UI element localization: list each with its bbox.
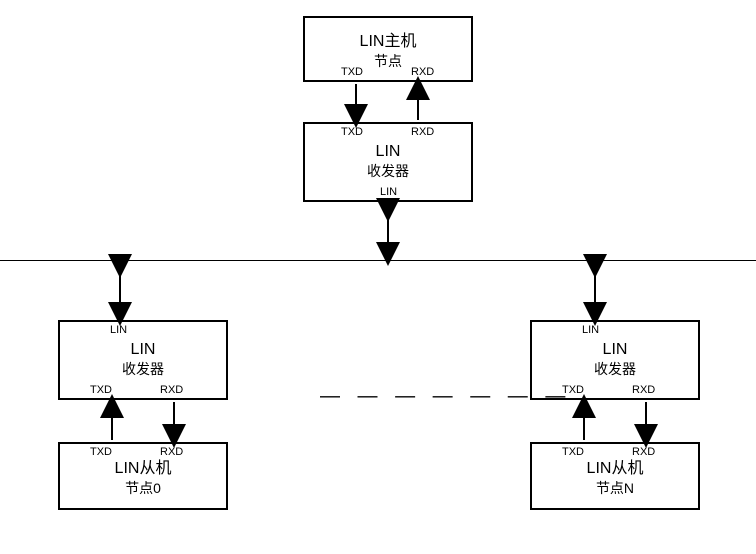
lin-network-diagram: LIN主机 节点 TXD RXD TXD RXD LIN 收发器 LIN LIN… (0, 0, 756, 554)
arrows-layer (0, 0, 756, 554)
